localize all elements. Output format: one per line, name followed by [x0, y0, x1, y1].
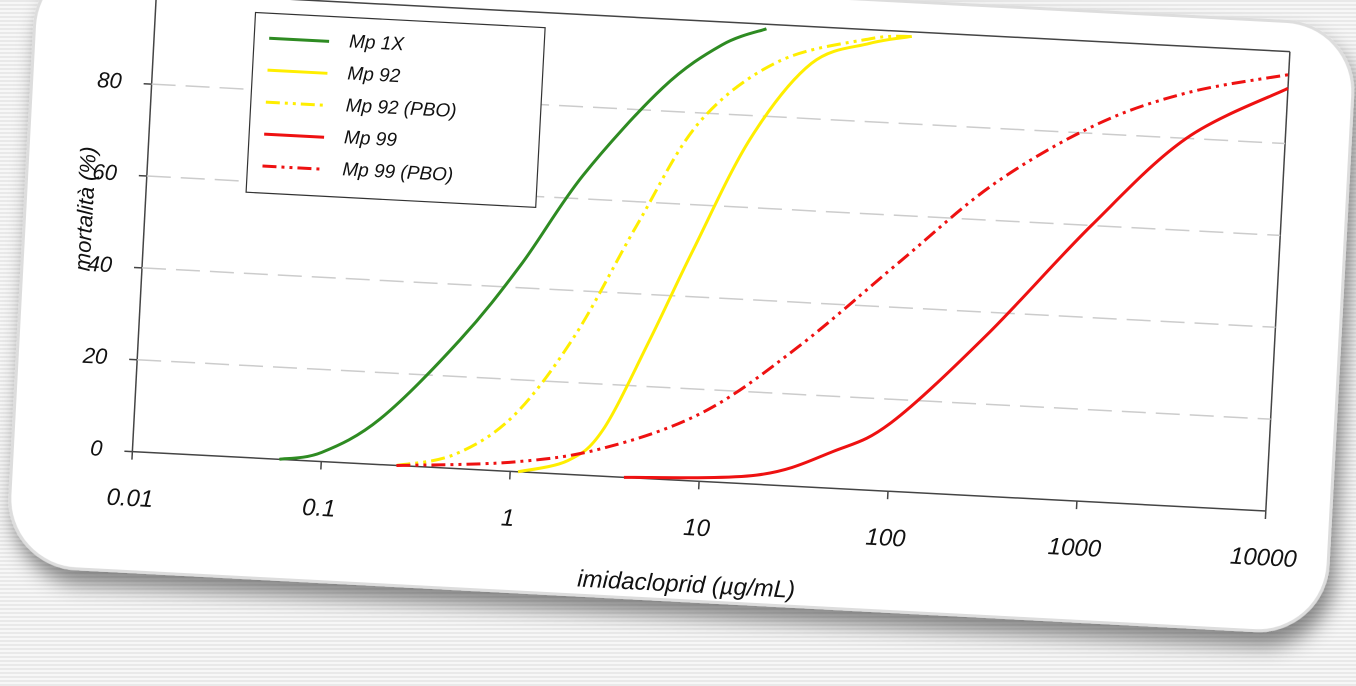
legend-swatch — [265, 100, 326, 107]
x-tick-label: 10 — [683, 514, 712, 542]
y-tick-label: 20 — [81, 343, 109, 369]
grid-line — [137, 359, 1271, 420]
x-tick-label: 0.01 — [106, 484, 154, 513]
y-tick-label: 60 — [92, 159, 119, 185]
legend-box — [245, 11, 546, 209]
x-tick-label: 1000 — [1047, 533, 1102, 563]
legend-label: Mp 92 — [347, 63, 401, 87]
series-line — [396, 73, 1289, 467]
x-tick-label: 10000 — [1229, 543, 1298, 573]
legend-swatch — [262, 164, 323, 171]
y-tick-label: 40 — [87, 251, 114, 277]
grid-line — [141, 267, 1276, 329]
legend-label: Mp 99 — [344, 127, 398, 151]
frame-right — [1265, 51, 1291, 512]
x-tick-label: 100 — [865, 523, 907, 552]
legend-swatch — [264, 132, 325, 139]
series-line — [396, 34, 912, 467]
y-tick-label: 0 — [90, 435, 104, 461]
series-line — [517, 34, 913, 474]
legend-label: Mp 1X — [349, 31, 406, 55]
series-line — [279, 27, 767, 461]
legend-swatch — [267, 68, 328, 75]
x-tick-label: 0.1 — [301, 494, 336, 523]
legend-swatch — [269, 36, 330, 43]
series-line — [623, 87, 1289, 480]
frame-top — [156, 0, 1290, 53]
chart-card — [8, 0, 1355, 633]
y-axis — [131, 0, 158, 452]
y-tick-label: 80 — [97, 67, 124, 93]
x-tick-label: 1 — [500, 504, 515, 532]
